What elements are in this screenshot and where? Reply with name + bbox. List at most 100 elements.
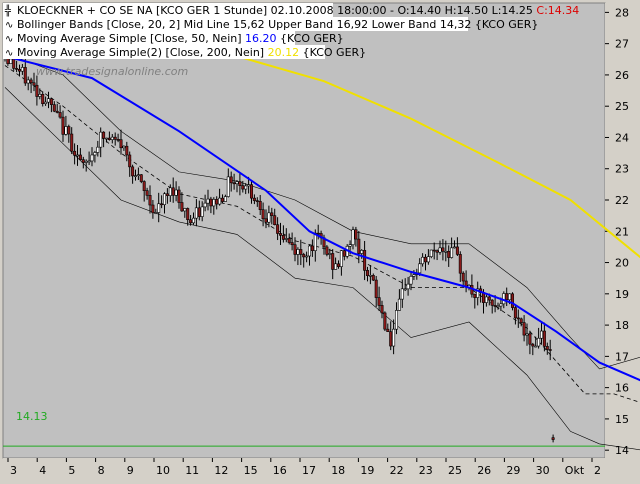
candle-body xyxy=(519,318,523,323)
candle-body xyxy=(70,133,74,152)
candle xyxy=(177,186,181,209)
candle xyxy=(235,179,239,193)
legend-ma200-value: 20.12 xyxy=(268,46,300,59)
candle-body xyxy=(360,250,364,254)
candle-body xyxy=(267,212,271,223)
candle-body xyxy=(148,195,152,206)
candle-body xyxy=(542,330,546,347)
watermark: www.tradesignalonline.com xyxy=(36,65,188,78)
candle xyxy=(522,315,526,342)
candle-body xyxy=(238,181,242,186)
candle-body xyxy=(35,84,39,97)
candle-body xyxy=(476,288,480,298)
candle xyxy=(49,97,53,113)
y-tick-label: 27 xyxy=(615,38,629,51)
candle xyxy=(180,192,184,212)
candle-body xyxy=(548,349,552,351)
candle xyxy=(163,192,167,214)
candle xyxy=(223,194,227,202)
candle-body xyxy=(499,303,503,307)
candle-body xyxy=(325,246,329,255)
candle-body xyxy=(235,181,239,185)
candle-body xyxy=(502,293,506,305)
candle xyxy=(299,239,303,266)
candle-body xyxy=(244,185,248,190)
candle xyxy=(360,249,364,259)
candle-body xyxy=(421,256,425,265)
candle-body xyxy=(406,283,410,290)
candle xyxy=(87,151,91,165)
x-tick-label: 4 xyxy=(39,464,46,477)
candle xyxy=(192,212,196,225)
candle xyxy=(377,286,381,312)
x-tick-label: 16 xyxy=(273,464,287,477)
candle xyxy=(429,249,433,259)
candle xyxy=(519,317,523,327)
candle-body xyxy=(46,98,50,103)
candle-body xyxy=(20,67,24,72)
candle xyxy=(107,131,111,141)
candle xyxy=(545,342,549,355)
candle xyxy=(99,127,103,158)
candle-body xyxy=(400,288,404,300)
x-tick-label: 10 xyxy=(156,464,170,477)
x-tick-label: 9 xyxy=(127,464,134,477)
candle xyxy=(113,132,117,146)
candle xyxy=(383,311,387,332)
candle xyxy=(287,233,291,245)
candle-body xyxy=(264,218,268,223)
candle xyxy=(444,240,448,262)
candle xyxy=(368,265,372,285)
candle-body xyxy=(209,198,213,207)
candle xyxy=(406,276,410,296)
candle-body xyxy=(438,247,442,253)
candle xyxy=(52,101,56,113)
candle xyxy=(250,181,254,204)
candle xyxy=(392,319,396,355)
candle-body xyxy=(299,249,303,255)
candle xyxy=(273,208,277,226)
candle-body xyxy=(505,293,509,301)
candle xyxy=(432,242,436,260)
candle-body xyxy=(250,184,254,199)
candle-body xyxy=(377,297,381,306)
candle-body xyxy=(107,137,111,140)
y-axis-panel xyxy=(605,3,637,458)
candle xyxy=(58,105,62,119)
candle xyxy=(226,168,230,198)
x-tick-label: 18 xyxy=(331,464,345,477)
candle-body xyxy=(99,131,103,148)
candle-body xyxy=(26,79,30,84)
candle-body xyxy=(397,298,401,311)
candle xyxy=(110,134,114,144)
candle xyxy=(35,75,39,106)
candle-body xyxy=(302,254,306,258)
candle xyxy=(438,240,442,255)
candle-body xyxy=(293,244,297,255)
candle xyxy=(105,137,109,143)
candle xyxy=(209,196,213,214)
candle-body xyxy=(186,208,190,221)
x-tick-label: 17 xyxy=(302,464,316,477)
candle-body xyxy=(461,272,465,282)
candle xyxy=(531,342,535,356)
candle xyxy=(264,209,268,229)
candle-body xyxy=(52,104,56,112)
candle xyxy=(548,339,552,361)
candle-body xyxy=(165,193,169,196)
legend-bollinger: Bollinger Bands [Close, 20, 2] Mid Line … xyxy=(17,18,538,31)
candle xyxy=(513,304,517,325)
candle xyxy=(26,76,30,91)
candle-body xyxy=(334,263,338,270)
candle-body xyxy=(32,82,36,86)
candle-body xyxy=(139,174,143,182)
candle xyxy=(270,207,274,225)
candle xyxy=(316,224,320,240)
candle xyxy=(41,91,45,107)
candle-body xyxy=(418,263,422,274)
candle xyxy=(325,245,329,257)
candle-body xyxy=(328,253,332,255)
candle xyxy=(293,237,297,262)
candle-body xyxy=(81,159,85,163)
x-tick-label: 2 xyxy=(594,464,601,477)
